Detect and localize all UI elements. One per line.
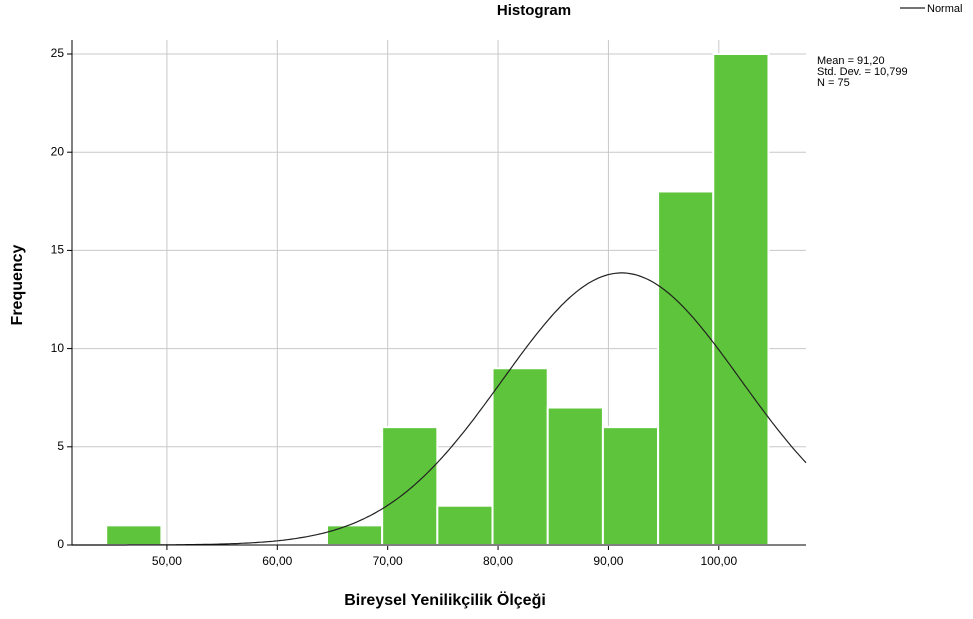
- x-tick-label: 50,00: [152, 554, 182, 568]
- bar: [657, 190, 715, 546]
- y-tick-label: 5: [57, 439, 64, 453]
- y-tick-label: 10: [51, 341, 65, 355]
- y-tick-label: 25: [51, 46, 65, 60]
- bar: [546, 406, 604, 546]
- x-tick-label: 100,00: [700, 554, 737, 568]
- y-axis-label: Frequency: [9, 244, 26, 325]
- y-tick-label: 20: [51, 144, 65, 158]
- x-tick-label: 70,00: [373, 554, 403, 568]
- bar: [381, 426, 439, 546]
- stat-label: N = 75: [817, 77, 850, 89]
- x-axis-label: Bireysel Yenilikçilik Ölçeği: [344, 590, 546, 609]
- bar: [601, 426, 660, 546]
- bar: [325, 524, 384, 546]
- x-tick-label: 80,00: [483, 554, 513, 568]
- stat-label: Mean = 91,20: [817, 55, 885, 67]
- bar: [436, 504, 494, 546]
- bar: [712, 53, 770, 546]
- bar: [105, 524, 163, 546]
- bar: [491, 367, 549, 546]
- x-tick-label: 90,00: [593, 554, 623, 568]
- y-tick-label: 0: [57, 537, 64, 551]
- stat-label: Std. Dev. = 10,799: [817, 66, 908, 78]
- chart-title: Histogram: [497, 2, 571, 19]
- x-tick-label: 60,00: [262, 554, 292, 568]
- y-tick-label: 15: [51, 243, 65, 257]
- legend-label: Normal: [927, 3, 962, 15]
